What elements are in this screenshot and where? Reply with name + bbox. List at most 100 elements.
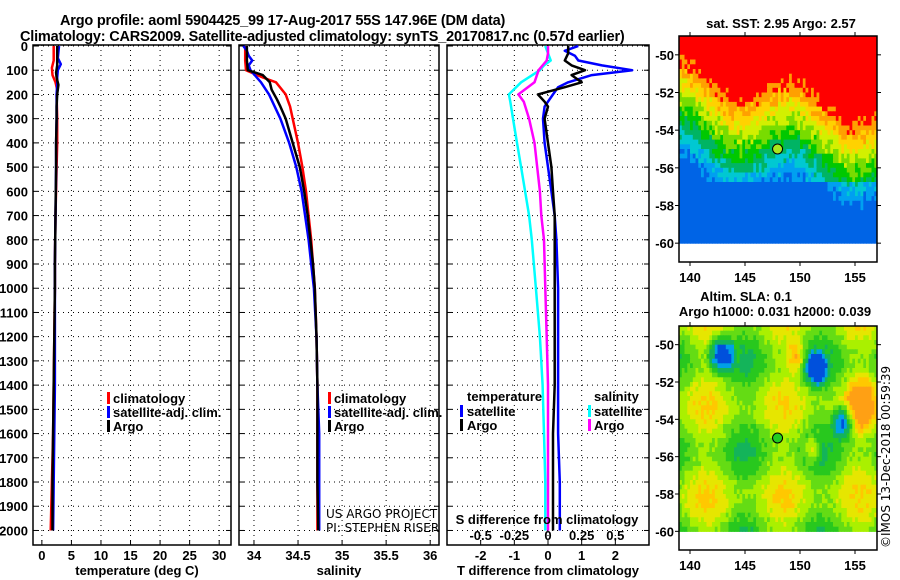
map-cell <box>786 130 790 136</box>
map-cell <box>769 191 774 197</box>
map-cell <box>816 177 820 183</box>
map-cell <box>855 92 859 98</box>
map-cell <box>706 382 710 388</box>
map-cell <box>808 382 812 388</box>
map-cell <box>714 83 719 89</box>
map-cell <box>712 106 716 112</box>
map-cell <box>712 330 716 336</box>
map-cell <box>692 134 697 141</box>
map-cell <box>720 172 724 178</box>
map-cell <box>756 335 760 341</box>
map-cell <box>712 83 716 89</box>
map-cell <box>860 69 864 75</box>
map-cell <box>703 149 708 155</box>
map-cell <box>855 153 859 159</box>
map-cell <box>687 177 691 183</box>
map-cell <box>703 214 708 221</box>
map-cell <box>783 167 787 173</box>
map-cell <box>822 50 826 56</box>
map-cell <box>800 125 804 131</box>
map-cell <box>855 405 859 411</box>
map-cell <box>758 167 763 173</box>
map-cell <box>756 191 760 197</box>
map-cell <box>681 50 686 56</box>
map-cell <box>855 344 859 350</box>
map-cell <box>791 396 796 402</box>
map-cell <box>874 158 877 164</box>
map-cell <box>786 335 790 341</box>
map-cell <box>734 111 738 117</box>
map-cell <box>712 167 716 173</box>
map-cell <box>797 229 801 235</box>
map-cell <box>780 191 785 197</box>
map-cell <box>811 101 815 108</box>
map-cell <box>800 92 804 98</box>
map-cell <box>827 158 831 164</box>
map-cell <box>866 36 870 42</box>
map-cell <box>844 196 848 202</box>
map-cell <box>852 92 856 98</box>
map-cell <box>701 116 705 122</box>
map-cell <box>846 134 851 141</box>
map-cell <box>723 330 727 336</box>
map-cell <box>690 186 694 192</box>
map-cell <box>838 410 842 416</box>
map-cell <box>723 210 727 216</box>
map-cell <box>778 219 782 225</box>
map-cell <box>780 45 785 51</box>
map-cell <box>871 344 875 350</box>
map-cell <box>703 163 708 169</box>
map-cell <box>805 92 809 98</box>
map-cell <box>717 368 721 374</box>
map-cell <box>775 368 779 374</box>
map-cell <box>830 396 834 402</box>
map-cell <box>835 368 840 374</box>
map-cell <box>780 182 785 188</box>
map-cell <box>857 101 862 108</box>
map-cell <box>794 158 798 164</box>
map-cell <box>756 149 760 155</box>
map-cell <box>692 368 697 374</box>
map-cell <box>816 69 820 75</box>
map-cell <box>684 214 688 221</box>
map-cell <box>764 120 768 126</box>
map-cell <box>857 219 862 225</box>
map-cell <box>728 139 732 145</box>
map-cell <box>690 153 694 159</box>
map-cell <box>797 163 801 169</box>
map-cell <box>855 340 859 346</box>
map-cell <box>701 50 705 56</box>
map-cell <box>681 340 686 346</box>
map-cell <box>695 149 699 155</box>
map-cell <box>734 172 738 178</box>
map-cell <box>681 64 686 70</box>
map-cell <box>874 214 877 221</box>
map-cell <box>756 349 760 355</box>
map-cell <box>846 45 851 51</box>
map-cell <box>778 92 782 98</box>
map-cell <box>750 153 754 159</box>
map-cell <box>830 238 834 244</box>
map-cell <box>709 120 713 126</box>
map-cell <box>846 340 851 346</box>
map-cell <box>778 405 782 411</box>
map-cell <box>860 153 864 159</box>
map-cell <box>874 386 877 392</box>
map-cell <box>769 414 774 420</box>
map-cell <box>835 391 840 397</box>
map-cell <box>802 149 807 155</box>
map-cell <box>780 205 785 211</box>
map-cell <box>767 54 771 60</box>
map-cell <box>731 233 735 239</box>
map-cell <box>687 205 691 211</box>
map-cell <box>874 205 877 211</box>
map-cell <box>690 87 694 93</box>
map-cell <box>857 36 862 42</box>
map-cell <box>753 36 757 42</box>
map-cell <box>709 78 713 84</box>
map-cell <box>690 229 694 235</box>
map-cell <box>736 344 741 350</box>
map-cell <box>822 116 826 122</box>
map-cell <box>769 120 774 126</box>
map-cell <box>764 54 768 60</box>
